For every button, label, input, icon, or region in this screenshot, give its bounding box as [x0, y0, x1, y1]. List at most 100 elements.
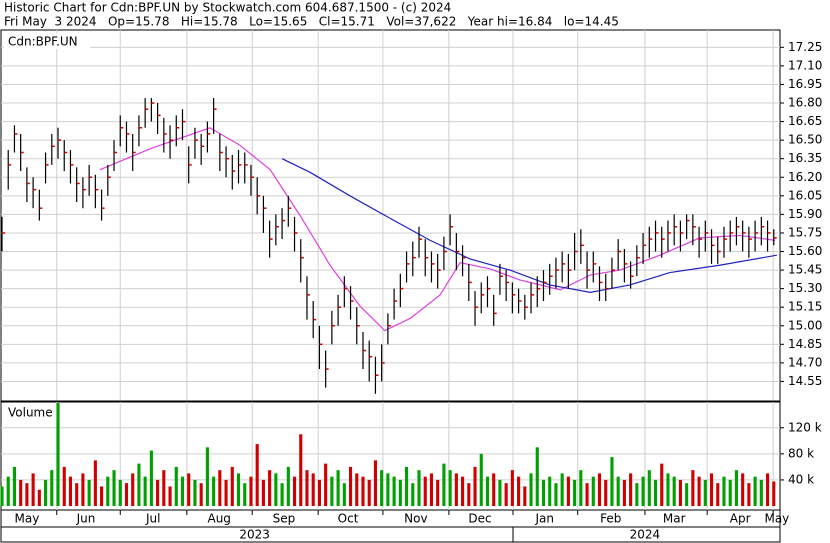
header-summary: Fri May 3 2024 Op=15.78 Hi=15.78 Lo=15.6…	[4, 15, 619, 29]
volume-bar	[292, 476, 297, 506]
volume-bar	[498, 479, 502, 506]
volume-bar	[566, 476, 570, 506]
volume-bar	[616, 476, 620, 506]
y-tick-label: 15.30	[788, 281, 822, 295]
volume-bar	[156, 479, 160, 506]
volume-title: Volume	[8, 406, 53, 420]
volume-bar	[392, 476, 396, 506]
volume-bar	[697, 476, 701, 506]
volume-bar	[722, 476, 726, 506]
volume-bar	[106, 476, 110, 506]
volume-bar	[585, 483, 589, 506]
price-frame	[0, 29, 781, 402]
volume-bar	[205, 447, 209, 506]
y-tick-label: 14.85	[788, 337, 822, 351]
y-tick-label: 16.35	[788, 151, 822, 165]
volume-bar	[324, 463, 328, 506]
volume-bar	[100, 486, 104, 506]
y-tick-label: 16.20	[788, 170, 822, 184]
volume-tick-label: 120 k	[788, 420, 822, 434]
volume-bar	[62, 466, 66, 506]
volume-bar	[398, 479, 402, 506]
volume-bar	[218, 470, 222, 506]
volume-bar	[747, 483, 751, 506]
year-label: 2023	[239, 528, 270, 542]
volume-bar	[317, 479, 321, 506]
x-tick-label: Sep	[273, 512, 296, 526]
volume-bar	[535, 447, 539, 506]
volume-bar	[143, 476, 147, 506]
volume-bar	[212, 476, 216, 506]
volume-bar	[485, 476, 490, 506]
volume-bar	[423, 476, 427, 506]
volume-bar	[741, 473, 745, 506]
volume-bar	[330, 476, 334, 506]
volume-bar	[180, 476, 185, 506]
volume-bar	[373, 460, 377, 506]
volume-bar	[597, 473, 602, 506]
volume-bar	[224, 479, 228, 506]
volume-bar	[236, 473, 241, 506]
volume-bar	[573, 479, 577, 506]
volume-bar	[429, 473, 434, 506]
volume-bar	[411, 483, 415, 506]
x-tick-label: Dec	[468, 512, 491, 526]
volume-bar	[367, 479, 371, 506]
volume-bar	[118, 479, 122, 506]
y-tick-label: 17.10	[788, 58, 822, 72]
volume-bar	[305, 470, 309, 506]
x-tick-label: Jun	[76, 512, 96, 526]
volume-bar	[199, 483, 203, 506]
x-tick-label: Jul	[145, 512, 160, 526]
volume-bar	[137, 463, 141, 506]
volume-bar	[517, 476, 521, 506]
volume-bar	[473, 466, 477, 506]
y-tick-label: 15.00	[788, 318, 822, 332]
volume-bar	[678, 479, 682, 506]
volume-bar	[44, 479, 48, 506]
y-tick-label: 16.95	[788, 77, 822, 91]
volume-bar	[149, 450, 153, 506]
volume-bar	[81, 473, 85, 506]
volume-bar	[6, 476, 10, 506]
volume-bar	[622, 479, 626, 506]
volume-bar	[255, 444, 259, 506]
volume-bar	[529, 473, 533, 506]
x-tick-label: May	[14, 512, 39, 526]
volume-bar	[641, 476, 645, 506]
volume-bar	[685, 483, 689, 506]
volume-bar	[230, 466, 234, 506]
x-tick-label: Oct	[338, 512, 359, 526]
moving-average	[99, 127, 776, 332]
volume-bar	[261, 479, 265, 506]
volume-bar	[653, 479, 658, 506]
volume-bar	[523, 486, 527, 506]
volume-bar	[629, 473, 633, 506]
volume-bar	[268, 470, 272, 506]
y-tick-label: 14.55	[788, 374, 822, 388]
y-tick-label: 17.25	[788, 40, 822, 54]
volume-bar	[753, 476, 757, 506]
volume-bar	[286, 466, 290, 506]
volume-bar	[87, 479, 91, 506]
date-frame	[0, 509, 781, 543]
volume-bar	[19, 479, 23, 506]
volume-bar	[249, 476, 253, 506]
y-tick-label: 15.15	[788, 300, 822, 314]
volume-bar	[274, 473, 278, 506]
volume-bar	[93, 460, 97, 506]
volume-bar	[610, 457, 614, 506]
volume-bar	[386, 473, 390, 506]
label-box	[4, 405, 58, 421]
x-tick-label: Aug	[207, 512, 230, 526]
volume-bar	[510, 470, 514, 506]
y-tick-label: 16.50	[788, 133, 822, 147]
volume-tick-label: 40 k	[788, 472, 814, 486]
volume-bar	[442, 463, 446, 506]
volume-bar	[709, 473, 714, 506]
volume-bar	[299, 434, 303, 506]
y-tick-label: 16.80	[788, 96, 822, 110]
volume-bar	[660, 463, 664, 506]
volume-bar	[436, 479, 440, 506]
